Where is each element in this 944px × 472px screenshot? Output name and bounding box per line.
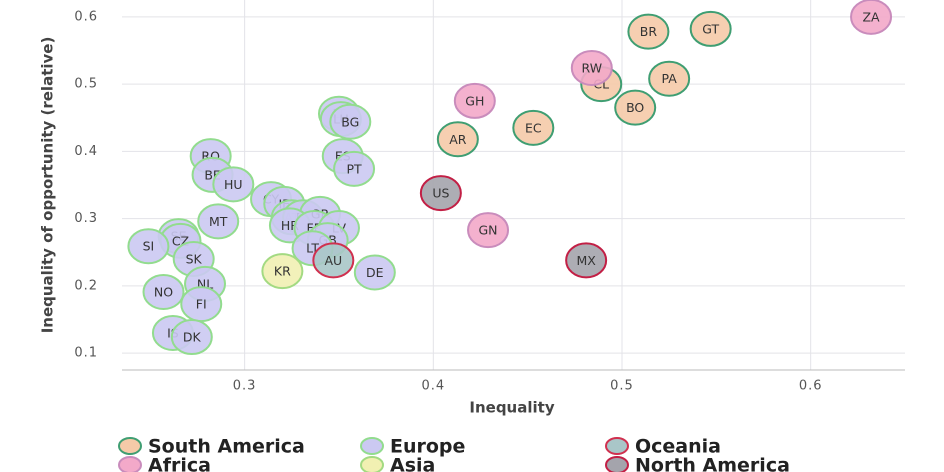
bubble: [419, 175, 462, 212]
bubble: [627, 13, 670, 50]
bubble-label: PA: [662, 71, 678, 86]
y-tick-label: 0.2: [74, 278, 98, 293]
legend-label: Europe: [390, 436, 465, 458]
bubble-label: SI: [143, 239, 155, 254]
bubble-label: PT: [346, 161, 362, 176]
bubble-label: RW: [582, 60, 603, 75]
bubble-label: GN: [479, 223, 498, 238]
bubble-label: US: [432, 186, 449, 201]
bubble-label: SK: [186, 252, 203, 267]
bubble-label: GT: [702, 21, 719, 36]
bubble-label: NO: [154, 284, 173, 299]
bubble: [648, 60, 691, 97]
legend-label: Oceania: [635, 436, 721, 458]
bubble-label: DK: [183, 330, 202, 345]
y-tick-label: 0.5: [74, 77, 98, 92]
bubble: [570, 49, 613, 86]
y-tick-label: 0.3: [74, 211, 98, 226]
bubble-label: GH: [465, 93, 484, 108]
bubble: [212, 166, 255, 203]
bubble: [333, 150, 376, 187]
bubble-label: BG: [341, 114, 359, 129]
legend-swatch: [605, 456, 629, 472]
bubble-label: DE: [366, 265, 384, 280]
bubble-label: HU: [224, 177, 243, 192]
legend-swatch: [360, 437, 384, 455]
bubble: [436, 121, 479, 158]
bubble: [170, 319, 213, 356]
bubble: [565, 242, 608, 279]
bubble: [850, 0, 893, 35]
bubble: [312, 242, 355, 279]
bubble-label: BO: [626, 100, 644, 115]
y-tick-label: 0.1: [74, 346, 98, 361]
bubble-label: FI: [196, 297, 207, 312]
legend-label: North America: [635, 455, 790, 472]
legend-label: Africa: [148, 455, 211, 472]
x-tick-label: 0.3: [233, 379, 257, 394]
bubble-label: MT: [209, 214, 228, 229]
bubble: [512, 109, 555, 146]
y-tick-label: 0.4: [74, 144, 98, 159]
bubble: [142, 273, 185, 310]
bubble-label: KR: [274, 264, 291, 279]
bubble: [453, 82, 496, 119]
bubble: [261, 253, 304, 290]
bubble: [197, 203, 240, 240]
bubble-label: AR: [449, 132, 467, 147]
legend-swatch: [118, 437, 142, 455]
x-tick-label: 0.6: [799, 379, 823, 394]
bubble-label: EC: [525, 120, 542, 135]
bubble: [689, 10, 732, 47]
bubble-label: ZA: [862, 9, 880, 24]
bubble: [353, 254, 396, 291]
y-tick-label: 0.6: [74, 9, 98, 24]
legend-swatch: [605, 437, 629, 455]
legend-label: Asia: [390, 455, 435, 472]
x-tick-label: 0.5: [610, 379, 634, 394]
y-axis-title: Inequality of opportunity (relative): [39, 37, 57, 334]
bubble-label: BR: [640, 24, 658, 39]
legend-label: South America: [148, 436, 305, 458]
x-axis-title: Inequality: [469, 399, 554, 417]
legend-swatch: [360, 456, 384, 472]
bubble-label: MX: [576, 253, 596, 268]
x-tick-label: 0.4: [421, 379, 445, 394]
legend-swatch: [118, 456, 142, 472]
bubble: [467, 212, 510, 249]
bubble: [127, 228, 170, 265]
bubble-label: AU: [324, 253, 342, 268]
bubble: [614, 89, 657, 126]
bubble: [329, 103, 372, 140]
